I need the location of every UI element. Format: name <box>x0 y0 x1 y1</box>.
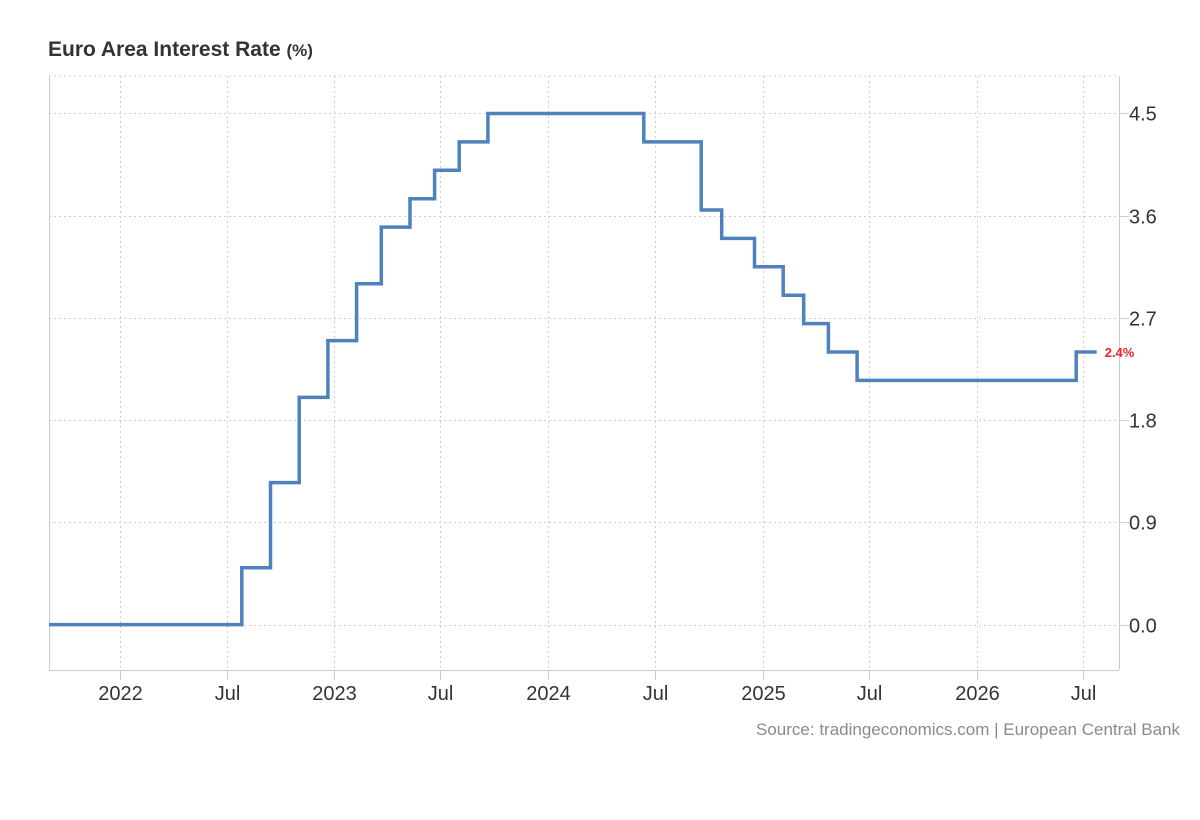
y-tick-label: 3.6 <box>1129 207 1157 229</box>
x-tick-label: Jul <box>428 683 454 705</box>
chart-title: Euro Area Interest Rate (%) <box>48 38 313 61</box>
x-tick-label: Jul <box>215 683 241 705</box>
series-layer <box>49 111 1097 627</box>
y-tick-label: 1.8 <box>1129 411 1157 433</box>
y-tick-label: 4.5 <box>1129 104 1157 126</box>
x-tick-label: 2024 <box>526 683 571 705</box>
axis-layer <box>49 76 1129 680</box>
label-layer: 0.0 0.9 1.8 2.7 3.6 4.5 2022 Jul 2023 Jul 2024 Jul 2… <box>98 104 1157 706</box>
x-tick-label: 2023 <box>312 683 357 705</box>
y-tick-label: 2.7 <box>1129 309 1157 331</box>
x-tick-label: Jul <box>643 683 669 705</box>
x-tick-label: 2026 <box>955 683 1000 705</box>
source-note: Source: tradingeconomics.com | European … <box>756 720 1180 739</box>
last-value-label: 2.4% <box>1105 345 1135 360</box>
grid-layer <box>49 75 1119 670</box>
series-line <box>49 111 1097 627</box>
x-tick-label: Jul <box>1071 683 1097 705</box>
x-tick-label: 2025 <box>741 683 786 705</box>
x-tick-label: Jul <box>857 683 883 705</box>
y-tick-label: 0.9 <box>1129 513 1157 535</box>
chart-title-unit: (%) <box>286 41 313 60</box>
y-tick-label: 0.0 <box>1129 616 1157 638</box>
x-tick-label: 2022 <box>98 683 143 705</box>
